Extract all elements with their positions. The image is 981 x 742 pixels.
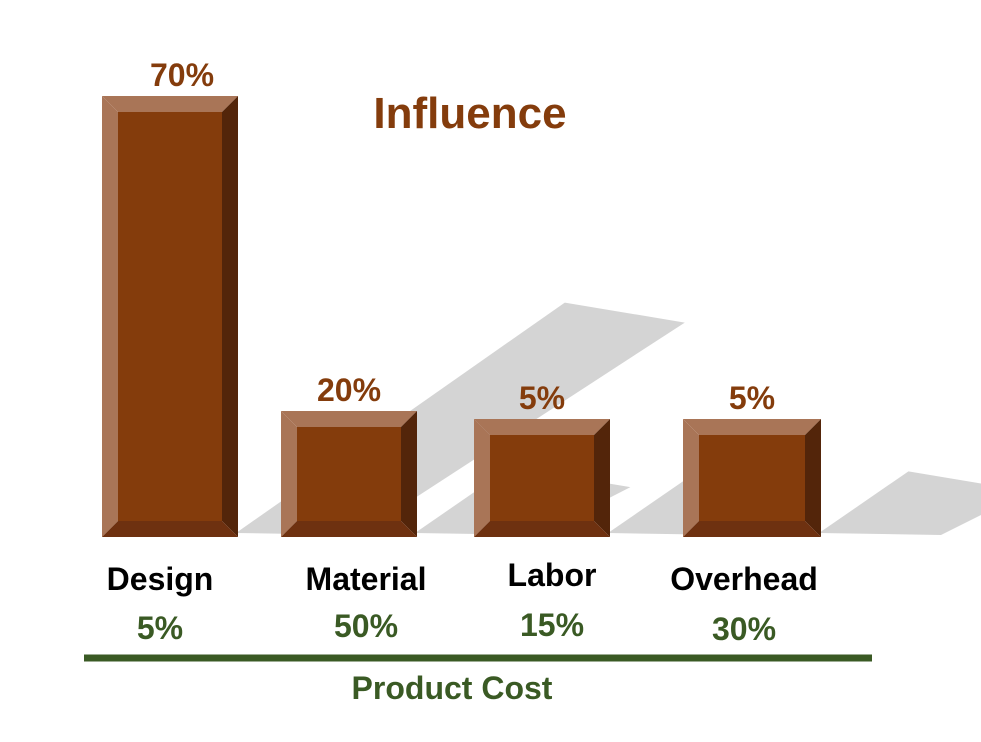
influence-label-overhead: 5% [729, 380, 775, 416]
product-cost-axis-label: Product Cost [352, 670, 553, 706]
influence-label-material: 20% [317, 372, 381, 408]
cost-label-design: 5% [137, 610, 183, 646]
bar-design [102, 96, 238, 537]
category-labels: Design Material Labor Overhead [107, 557, 818, 597]
bar-overhead-right-facet [805, 419, 821, 537]
cost-label-labor: 15% [520, 607, 584, 643]
category-label-labor: Labor [508, 557, 597, 593]
bar-overhead-left-facet [683, 419, 699, 537]
influence-label-design: 70% [150, 57, 214, 93]
bar-overhead-top-facet [683, 419, 821, 435]
bar-design-right-facet [222, 96, 238, 537]
bar-design-left-facet [102, 96, 118, 537]
bar-design-top-facet [102, 96, 238, 112]
category-label-overhead: Overhead [670, 561, 818, 597]
bar-design-bottom-facet [102, 521, 238, 537]
bar-material [281, 411, 417, 537]
bar-labor-top-facet [474, 419, 610, 435]
bar-material-right-facet [401, 411, 417, 537]
bar-value-labels: 70% 20% 5% 5% [150, 57, 775, 416]
category-label-design: Design [107, 561, 214, 597]
bar-overhead-face [699, 435, 805, 521]
bars [102, 96, 821, 537]
bar-design-face [118, 112, 222, 521]
bar-overhead [683, 419, 821, 537]
influence-label-labor: 5% [519, 380, 565, 416]
bar-labor-face [490, 435, 594, 521]
bar-overhead-bottom-facet [683, 521, 821, 537]
bar-material-left-facet [281, 411, 297, 537]
bar-material-top-facet [281, 411, 417, 427]
bar-material-bottom-facet [281, 521, 417, 537]
bar-labor-bottom-facet [474, 521, 610, 537]
cost-label-material: 50% [334, 608, 398, 644]
cost-label-overhead: 30% [712, 611, 776, 647]
bar-labor-right-facet [594, 419, 610, 537]
bar-labor-left-facet [474, 419, 490, 537]
bar-labor [474, 419, 610, 537]
shadow-overhead [819, 471, 981, 535]
chart-title: Influence [373, 89, 566, 138]
bar-material-face [297, 427, 401, 521]
product-cost-labels: 5% 50% 15% 30% [137, 607, 776, 647]
category-label-material: Material [306, 561, 427, 597]
